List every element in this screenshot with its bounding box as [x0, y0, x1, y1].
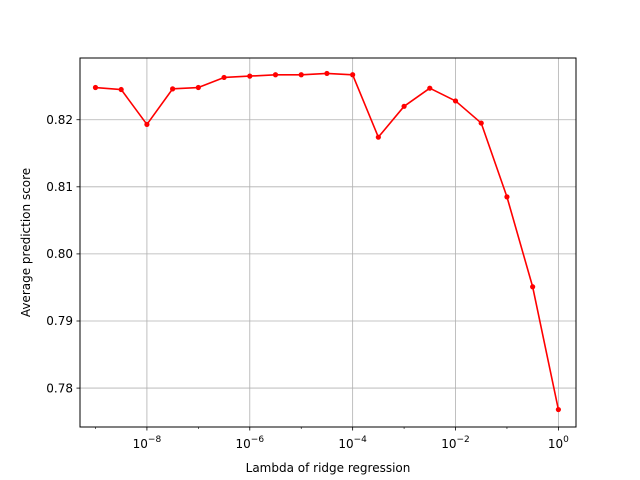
data-point — [144, 121, 150, 128]
x-tick-label: 100 — [548, 435, 569, 451]
y-tick-label: 0.79 — [46, 314, 73, 328]
grid — [80, 58, 576, 427]
data-point — [272, 72, 279, 78]
x-tick-label: 10−6 — [236, 435, 265, 451]
y-tick-label: 0.80 — [46, 247, 73, 261]
x-axis: 10−8 10−6 10−4 10−2 100 — [95, 427, 569, 451]
data-point — [92, 84, 99, 91]
x-axis-title: Lambda of ridge regression — [246, 461, 411, 475]
y-tick-label: 0.82 — [46, 113, 73, 127]
data-point — [401, 103, 407, 109]
y-axis: 0.78 0.79 0.80 0.81 0.82 — [46, 113, 80, 395]
x-tick-label: 10−2 — [441, 435, 470, 451]
data-point — [298, 72, 304, 78]
data-point — [375, 134, 381, 140]
data-point — [478, 120, 484, 126]
data-point — [221, 74, 227, 81]
plot-frame — [79, 57, 577, 428]
y-tick-label: 0.81 — [46, 180, 73, 194]
y-axis-title: Average prediction score — [19, 168, 33, 317]
data-point — [350, 72, 356, 78]
series-layer — [92, 70, 561, 413]
data-point — [195, 84, 201, 91]
data-point — [530, 284, 536, 290]
y-tick-label: 0.78 — [46, 381, 73, 395]
data-point — [324, 70, 330, 77]
data-point — [427, 85, 433, 91]
data-point — [118, 86, 124, 93]
data-point — [452, 98, 459, 104]
data-point — [247, 73, 253, 79]
data-point — [504, 194, 510, 200]
x-tick-label: 10−4 — [338, 435, 367, 451]
data-point — [555, 406, 561, 413]
x-tick-label: 10−8 — [133, 435, 162, 451]
data-point — [170, 86, 176, 92]
